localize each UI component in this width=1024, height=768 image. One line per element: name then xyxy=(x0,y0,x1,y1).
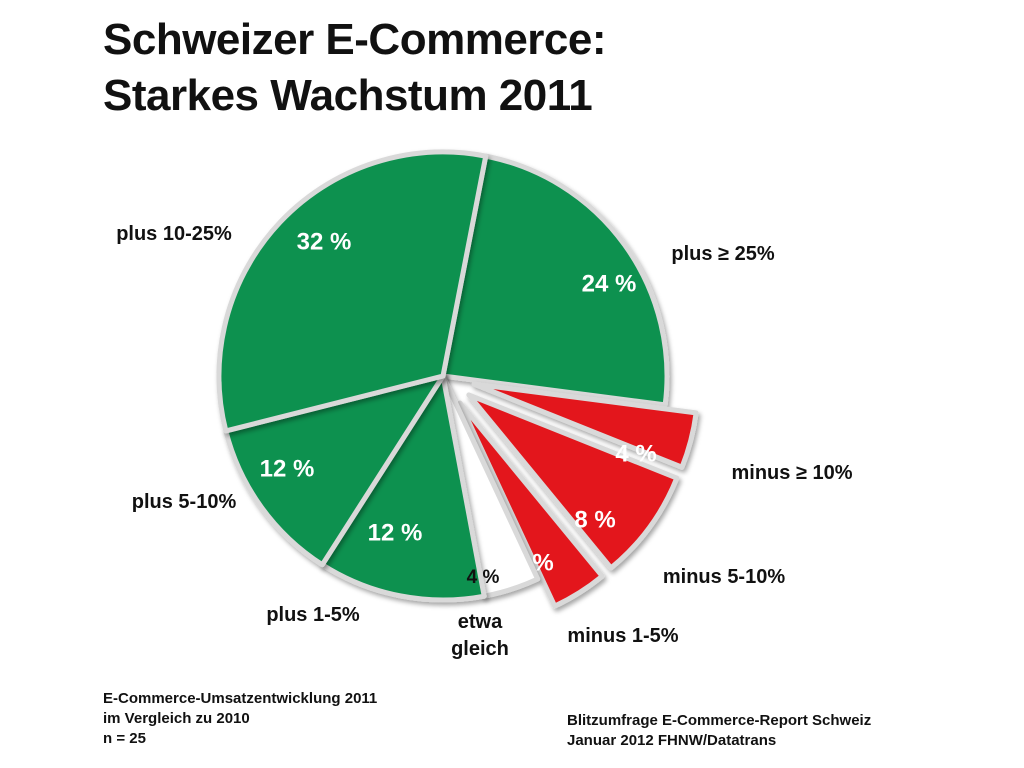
pie-category-label-7: plus 5-10% xyxy=(132,491,237,513)
pie-slice-6 xyxy=(319,373,487,603)
pie-category-label-3: minus 5-10% xyxy=(663,566,785,588)
pie-slice-8 xyxy=(216,149,489,434)
pie-value-label-6: 12 % xyxy=(368,519,423,546)
pie-value-label-1: 24 % xyxy=(582,270,637,297)
pie-category-label-5: etwa gleich xyxy=(451,611,509,660)
chart-title: Schweizer E-Commerce: Starkes Wachstum 2… xyxy=(103,12,607,124)
survey-note: E-Commerce-Umsatzentwicklung 2011 im Ver… xyxy=(103,689,377,749)
source-note: Blitzumfrage E-Commerce-Report Schweiz J… xyxy=(567,711,871,751)
pie-slice-4 xyxy=(457,400,605,609)
pie-value-label-3: 8 % xyxy=(574,506,615,533)
pie-value-label-4: 4 % xyxy=(512,549,553,576)
pie-category-label-8: plus 10-25% xyxy=(116,223,232,245)
pie-category-label-1: plus ≥ 25% xyxy=(671,243,774,265)
pie-value-labels: 24 % 4 % 8 % 4 % 4 % 12 % 12 % 32 % xyxy=(260,228,657,588)
pie-value-label-7: 12 % xyxy=(260,455,315,482)
chart-title-line-1: Schweizer E-Commerce: xyxy=(103,15,607,64)
pie-slice-1 xyxy=(440,153,670,408)
pie-slices xyxy=(216,149,699,609)
survey-note-line-1: E-Commerce-Umsatzentwicklung 2011 xyxy=(103,690,378,707)
pie-category-label-2: minus ≥ 10% xyxy=(731,462,852,484)
pie-value-label-5: 4 % xyxy=(467,567,500,588)
pie-value-label-2: 4 % xyxy=(615,440,656,467)
source-note-line-2: Januar 2012 FHNW/Datatrans xyxy=(567,732,777,749)
source-note-line-1: Blitzumfrage E-Commerce-Report Schweiz xyxy=(567,712,872,729)
survey-note-line-2: im Vergleich zu 2010 xyxy=(103,710,250,727)
pie-category-label-6: plus 1-5% xyxy=(266,604,360,626)
chart-title-line-2: Starkes Wachstum 2011 xyxy=(103,71,593,120)
survey-sample-size: n = 25 xyxy=(103,730,146,747)
pie-slice-7 xyxy=(223,373,446,568)
pie-category-labels: plus ≥ 25% minus ≥ 10% minus 5-10% minus 1-… xyxy=(116,223,853,660)
pie-value-label-8: 32 % xyxy=(297,228,352,255)
pie-slice-2 xyxy=(471,381,699,470)
pie-category-label-4: minus 1-5% xyxy=(567,625,678,647)
pie-slice-3 xyxy=(466,392,680,571)
